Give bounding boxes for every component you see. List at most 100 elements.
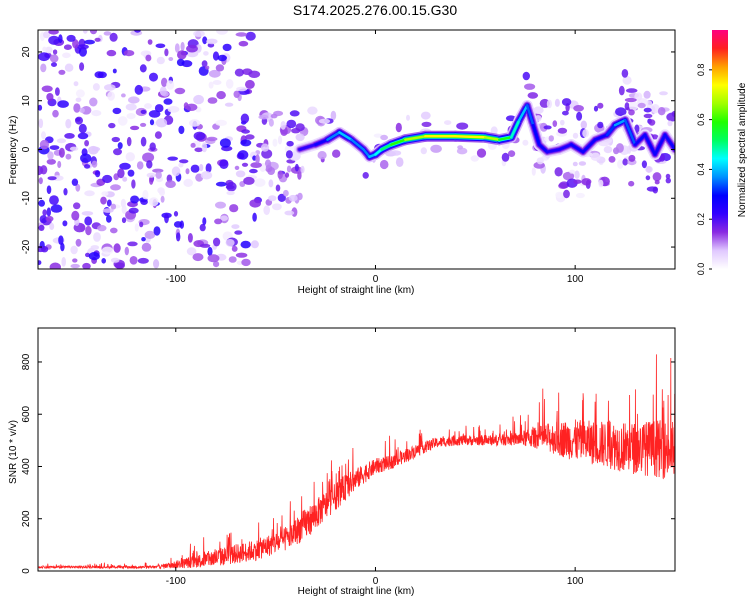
spectrogram-cell	[82, 262, 91, 269]
spectrogram-cell	[69, 146, 79, 151]
spectrogram-cell	[140, 109, 147, 114]
spectrogram-cell	[643, 90, 651, 99]
snr-y-tick-label: 200	[21, 510, 32, 527]
spectrogram-cell	[117, 168, 125, 179]
spectrogram-cell	[121, 217, 127, 224]
spectrogram-cell	[63, 188, 68, 196]
spectrogram-cell	[186, 44, 198, 53]
spectrogram-cell	[476, 148, 487, 158]
spectrogram-cell	[52, 109, 59, 118]
spectrogram-cell	[94, 71, 104, 79]
spectrogram-cell	[207, 97, 218, 104]
spectrogram-cell	[555, 191, 564, 199]
spectrogram-cell	[160, 195, 165, 203]
spectrogram-cell	[543, 125, 552, 130]
spectrogram-cell	[72, 258, 78, 263]
spectrogram-cell	[92, 83, 100, 91]
spectrogram-cell	[202, 36, 208, 45]
spectrogram-ridge-segment	[326, 131, 341, 141]
spectrogram-cell	[117, 116, 128, 126]
spectrogram-x-tick-label: 100	[567, 274, 584, 285]
spectrogram-cell	[62, 52, 71, 59]
spectrogram-cell	[134, 30, 141, 33]
snr-y-tick-label: 0	[21, 568, 32, 574]
spectrogram-cell	[177, 50, 187, 60]
spectrogram-cell	[420, 147, 427, 155]
spectrogram-cell	[280, 121, 286, 130]
spectrogram-cell	[578, 161, 587, 166]
spectrogram-cell	[224, 102, 234, 107]
spectrogram-cell	[573, 105, 584, 112]
spectrogram-ridge-segment	[633, 133, 647, 146]
colorbar-label: Normalized spectral amplitude	[737, 82, 748, 217]
colorbar-tick-label: 0.8	[696, 64, 706, 77]
spectrogram-cell	[225, 79, 234, 89]
spectrogram-cell	[129, 255, 138, 265]
spectrogram-cell	[161, 77, 168, 88]
spectrogram-cell	[527, 92, 539, 99]
spectrogram-y-axis: -20 -10 0 10 20	[21, 46, 675, 254]
spectrogram-cell	[110, 257, 120, 263]
spectrogram-cell	[125, 152, 135, 162]
spectrogram-cell	[40, 165, 48, 175]
spectrogram-cell	[285, 150, 293, 159]
spectrogram-cell	[654, 180, 660, 185]
spectrogram-cell	[134, 223, 139, 232]
spectrogram-cell	[149, 197, 159, 207]
spectrogram-cell	[284, 172, 290, 178]
spectrogram-cell	[38, 199, 45, 207]
spectrogram-cell	[51, 62, 57, 67]
spectrogram-cell	[117, 142, 123, 150]
spectrogram-cell	[226, 181, 237, 192]
spectrogram-cell	[127, 169, 135, 177]
spectrogram-cell	[146, 172, 156, 178]
spectrogram-cell	[222, 43, 232, 52]
spectrogram-cell	[56, 138, 67, 144]
spectrogram-cell	[80, 153, 92, 163]
spectrogram-cell	[180, 41, 185, 51]
spectrogram-ridge-segment	[404, 135, 427, 141]
spectrogram-cell	[49, 222, 55, 230]
spectrogram-cell	[141, 237, 146, 242]
spectrogram-cell	[72, 39, 79, 49]
spectrogram-cell	[277, 170, 283, 179]
spectrogram-cell	[178, 125, 185, 135]
spectrogram-cell	[46, 207, 51, 217]
spectrogram-cell	[167, 106, 180, 113]
spectrogram-cell	[140, 122, 147, 127]
spectrogram-cell	[58, 235, 64, 245]
spectrogram-cell	[430, 144, 442, 153]
spectrogram-cell	[174, 87, 186, 95]
spectrogram-cell	[48, 35, 60, 45]
spectrogram-cell	[106, 199, 112, 207]
spectrogram-cell	[220, 215, 229, 221]
spectrogram-cell	[39, 139, 50, 150]
spectrogram-cell	[139, 221, 144, 228]
spectrogram-cell	[153, 226, 161, 236]
colorbar-gradient	[712, 30, 728, 269]
snr-x-tick-label: 100	[567, 576, 584, 587]
spectrogram-cell	[615, 107, 627, 117]
spectrogram-cell	[240, 113, 250, 124]
spectrogram-cell	[241, 129, 251, 134]
spectrogram-cell	[130, 195, 140, 204]
spectrogram-cell	[185, 168, 190, 175]
spectrogram-cell	[112, 107, 122, 115]
spectrogram-ridge-segment	[350, 138, 365, 151]
spectrogram-cell	[144, 230, 156, 239]
spectrogram-cell	[176, 232, 181, 242]
spectrogram-cell	[73, 202, 81, 210]
spectrogram-cell	[58, 147, 65, 158]
spectrogram-cell	[110, 227, 118, 234]
spectrogram-cell	[179, 220, 184, 229]
spectrogram-cell	[58, 34, 63, 44]
spectrogram-cell	[102, 174, 113, 184]
spectrogram-cell	[121, 205, 127, 214]
spectrogram-cell	[200, 171, 213, 180]
spectrogram-cell	[90, 245, 100, 250]
spectrogram-cell	[159, 189, 165, 197]
spectrogram-cell	[501, 152, 510, 162]
spectrogram-cell	[145, 54, 152, 62]
spectrogram-cell	[243, 176, 255, 185]
spectrogram-cell	[127, 241, 138, 247]
